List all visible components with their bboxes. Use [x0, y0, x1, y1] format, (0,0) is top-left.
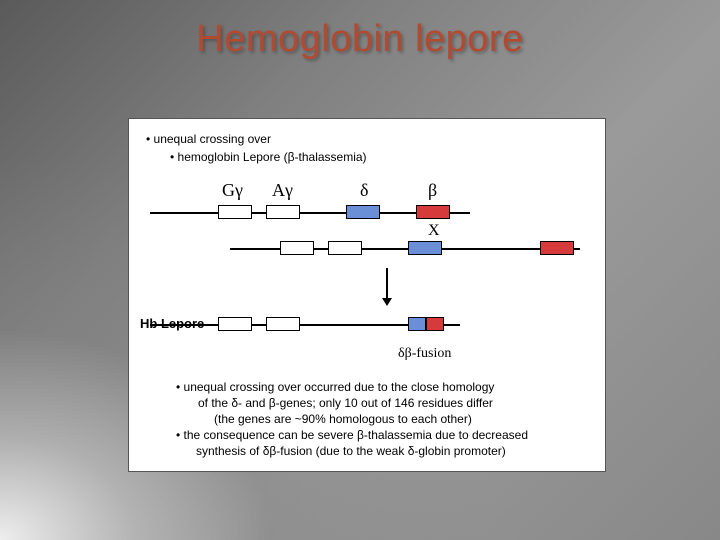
row3-box-3 [426, 317, 444, 331]
bottom-bullet-4: synthesis of δβ-fusion (due to the weak … [196, 444, 506, 458]
row1-box-1 [266, 205, 300, 219]
row3-box-0 [218, 317, 252, 331]
row2-box-1 [328, 241, 362, 255]
gene-label-1: Aγ [272, 180, 293, 201]
bottom-bullet-3: • the consequence can be severe β-thalas… [176, 428, 528, 442]
fusion-label: δβ-fusion [398, 346, 451, 362]
row3-box-2 [408, 317, 426, 331]
row3-box-1 [266, 317, 300, 331]
gene-label-0: Gγ [222, 180, 243, 201]
arrow-head-icon [382, 298, 392, 306]
gene-label-3: β [428, 180, 437, 201]
row2-box-0 [280, 241, 314, 255]
bottom-bullet-0: • unequal crossing over occurred due to … [176, 380, 494, 394]
crossing-x: X [428, 222, 440, 240]
top-bullet-0: • unequal crossing over [146, 132, 271, 146]
top-bullet-1: • hemoglobin Lepore (β-thalassemia) [170, 150, 367, 164]
row1-box-3 [416, 205, 450, 219]
arrow-stem [386, 268, 388, 298]
row1-box-0 [218, 205, 252, 219]
row2-box-2 [408, 241, 442, 255]
row1-box-2 [346, 205, 380, 219]
row2-box-3 [540, 241, 574, 255]
bottom-bullet-2: (the genes are ~90% homologous to each o… [214, 412, 472, 426]
bottom-bullet-1: of the δ- and β-genes; only 10 out of 14… [198, 396, 493, 410]
slide-title: Hemoglobin lepore [0, 0, 720, 61]
gene-label-2: δ [360, 180, 368, 201]
